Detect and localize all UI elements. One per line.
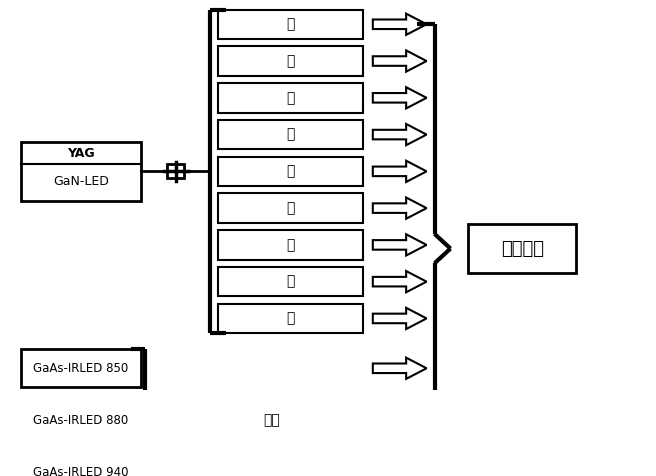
Text: 红: 红: [287, 17, 295, 31]
Bar: [211, 406, 331, 435]
Polygon shape: [373, 198, 426, 219]
Bar: [21, 454, 141, 476]
Text: GaAs-IRLED 940: GaAs-IRLED 940: [33, 466, 129, 476]
Polygon shape: [373, 308, 426, 329]
Bar: [218, 230, 363, 259]
Bar: [218, 120, 363, 149]
Bar: [218, 304, 363, 333]
Polygon shape: [373, 410, 426, 431]
Bar: [167, 165, 184, 178]
Text: GaN-LED: GaN-LED: [53, 176, 109, 188]
Bar: [218, 267, 363, 297]
Text: 橙: 橙: [287, 54, 295, 68]
Bar: [218, 193, 363, 223]
Text: YAG: YAG: [67, 147, 95, 160]
Text: GaAs-IRLED 880: GaAs-IRLED 880: [33, 414, 129, 427]
Polygon shape: [373, 87, 426, 109]
Bar: [218, 157, 363, 186]
Text: 绿: 绿: [287, 128, 295, 141]
Text: 红外: 红外: [263, 414, 279, 427]
Polygon shape: [373, 462, 426, 476]
Bar: [186, 414, 203, 427]
Polygon shape: [373, 124, 426, 145]
Text: 紫: 紫: [287, 238, 295, 252]
Polygon shape: [373, 14, 426, 35]
Polygon shape: [373, 234, 426, 256]
Polygon shape: [373, 50, 426, 72]
Text: GaAs-IRLED 850: GaAs-IRLED 850: [33, 362, 129, 375]
Bar: [468, 224, 576, 273]
Bar: [21, 402, 141, 439]
Text: 青: 青: [287, 201, 295, 215]
Text: 黄: 黄: [287, 275, 295, 288]
Bar: [21, 349, 141, 387]
Text: 绿: 绿: [287, 311, 295, 326]
Text: 黄: 黄: [287, 91, 295, 105]
Polygon shape: [373, 161, 426, 182]
Bar: [21, 142, 141, 201]
Bar: [218, 46, 363, 76]
Text: 合成白光: 合成白光: [501, 239, 544, 258]
Text: 蓝: 蓝: [287, 164, 295, 178]
Bar: [218, 10, 363, 39]
Polygon shape: [373, 271, 426, 292]
Polygon shape: [373, 357, 426, 379]
Bar: [218, 83, 363, 112]
